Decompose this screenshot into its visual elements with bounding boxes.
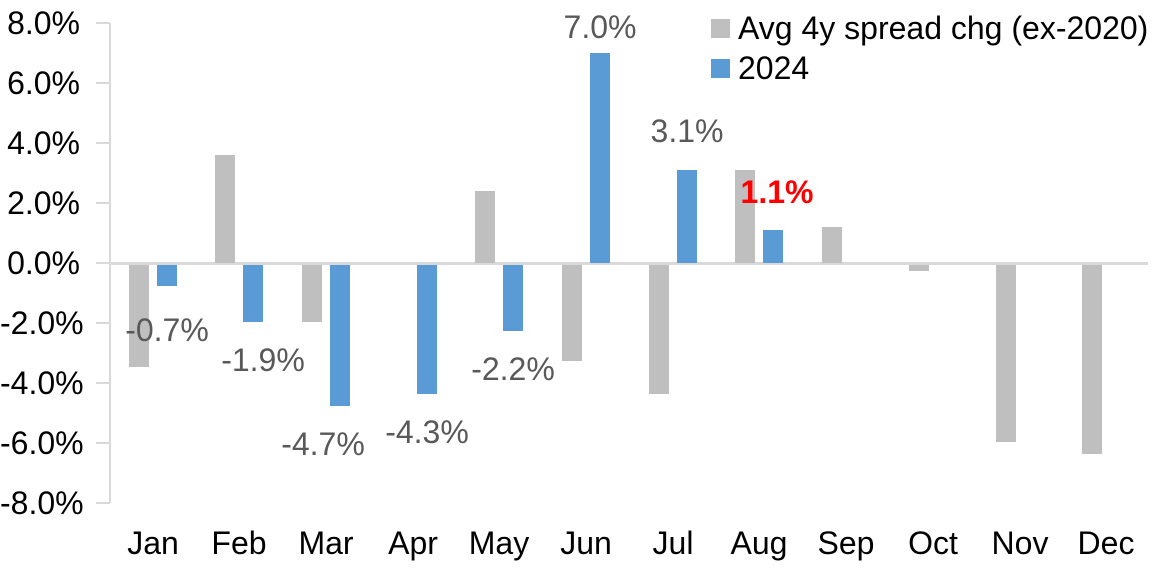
y-axis-tick [96,442,110,444]
y-axis-label: -6.0% [0,425,84,461]
y-axis-label: 4.0% [7,125,80,161]
bar-jul-2024 [677,170,697,263]
bar-jun-2024 [590,53,610,263]
bar-jun-avg [562,265,582,361]
x-axis-label: Apr [388,525,438,561]
bar-oct-avg [909,265,929,271]
data-label: -0.7% [125,312,209,348]
legend-label: 2024 [738,50,810,86]
y-axis-tick [96,22,110,24]
x-axis-label: Mar [298,525,354,561]
x-axis-label: Feb [211,525,267,561]
y-axis-tick [96,262,110,264]
y-axis-label: 2.0% [7,185,80,221]
y-axis-label: -4.0% [0,365,84,401]
zero-gridline [110,262,1148,265]
bar-apr-2024 [417,265,437,394]
bar-jan-2024 [157,265,177,286]
bar-may-avg [475,191,495,263]
data-label: -1.9% [221,342,305,378]
y-axis-label: 8.0% [7,5,80,41]
x-axis-label: Nov [991,525,1049,561]
bar-dec-avg [1082,265,1102,454]
x-axis-label: Jan [127,525,179,561]
legend-label: Avg 4y spread chg (ex-2020) [738,10,1149,46]
legend-item-2024: 2024 [711,48,809,88]
x-axis-label: Aug [730,525,788,561]
y-axis-tick [96,322,110,324]
y-axis-label: 6.0% [7,65,80,101]
y-axis-label: 0.0% [7,245,80,281]
x-axis-label: Dec [1077,525,1135,561]
data-label: 3.1% [650,113,724,149]
y-axis-tick [96,142,110,144]
bar-sep-avg [822,227,842,263]
data-label: -4.7% [281,426,365,462]
bar-aug-avg [735,170,755,263]
bar-aug-2024 [763,230,783,263]
y-axis-label: -2.0% [0,305,84,341]
legend-swatch-icon [711,58,730,78]
bar-may-2024 [503,265,523,331]
legend-swatch-icon [711,18,730,38]
bar-jul-avg [649,265,669,394]
y-axis-label: -8.0% [0,485,84,521]
data-label: 1.1% [740,174,814,210]
x-axis-label: Jul [652,525,694,561]
y-axis-tick [96,82,110,84]
y-axis-tick [96,202,110,204]
data-label: -4.3% [385,414,469,450]
x-axis-label: Jun [560,525,612,561]
bar-mar-2024 [330,265,350,406]
x-axis-label: Oct [908,525,958,561]
y-axis-tick [96,502,110,504]
x-axis-label: Sep [817,525,875,561]
data-label: -2.2% [471,351,555,387]
bar-feb-avg [215,155,235,263]
bar-nov-avg [996,265,1016,442]
bar-mar-avg [302,265,322,322]
x-axis-label: May [468,525,530,561]
bar-feb-2024 [243,265,263,322]
legend-item-avg: Avg 4y spread chg (ex-2020) [711,8,1148,48]
y-axis-tick [96,382,110,384]
data-label: 7.0% [563,9,637,45]
bar-jan-avg [129,265,149,367]
